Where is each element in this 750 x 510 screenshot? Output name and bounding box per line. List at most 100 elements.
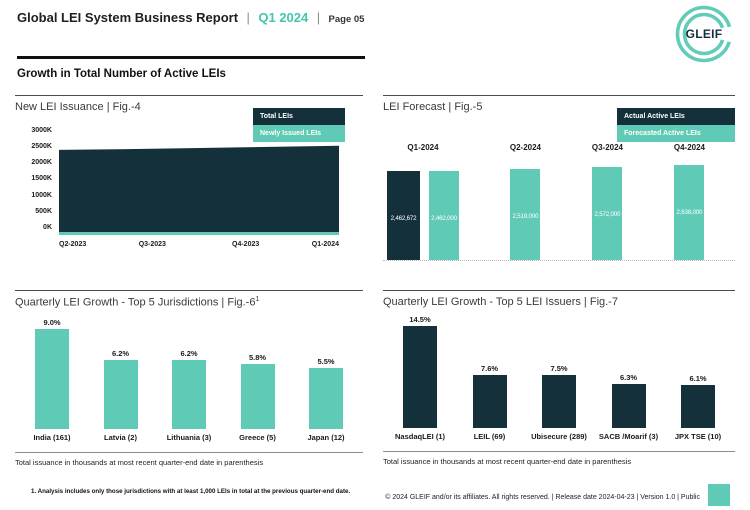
category-label: Latvia (2) xyxy=(104,432,137,442)
bar-column: 14.5% NasdaqLEI (1) xyxy=(387,312,453,442)
report-header: Global LEI System Business Report | Q1 2… xyxy=(17,9,364,27)
y-tick: 0K xyxy=(43,223,52,231)
area-total-leis xyxy=(59,145,339,232)
x-tick: Q2-2023 xyxy=(59,241,87,248)
fig4-plot-area xyxy=(59,131,339,236)
legend-forecasted-active-leis: Forecasted Active LEIs xyxy=(617,125,735,142)
quarter-label: Q2-2024 xyxy=(509,143,541,152)
fig7-title: Quarterly LEI Growth - Top 5 LEI Issuers… xyxy=(383,296,618,308)
bar-value-label: 5.8% xyxy=(248,353,267,363)
teal-corner-square xyxy=(708,484,730,506)
footnote: 1. Analysis includes only those jurisdic… xyxy=(31,488,351,495)
bar-value-label: 9.0% xyxy=(43,317,61,327)
fig4-chart: 3000K 2500K 2000K 1500K 1000K 500K 0K xyxy=(15,127,363,236)
header-divider xyxy=(17,56,365,59)
area-chart-svg xyxy=(59,145,339,235)
bar-forecast-q3: 2,572,000 xyxy=(592,167,623,260)
bar-column: 6.2% Latvia (2) xyxy=(88,313,154,443)
bar-value-label: 2,462,672 xyxy=(390,215,417,223)
fig5-chart: Q1-2024 2,462,672 2,462,000 Q2-2024 xyxy=(383,143,735,261)
area-newly-issued-leis xyxy=(59,232,339,235)
bar-sacb-moarif xyxy=(611,383,646,428)
page-number: Page 05 xyxy=(328,14,365,25)
y-tick: 1000K xyxy=(31,191,52,199)
quarter-label: Q1-2024 xyxy=(407,143,439,152)
panel-lei-forecast: LEI Forecast | Fig.-5 Actual Active LEIs… xyxy=(383,95,735,278)
y-tick: 3000K xyxy=(31,127,52,134)
bar-value-label: 6.2% xyxy=(180,348,198,358)
bar-value-label: 2,638,000 xyxy=(676,209,703,216)
bar-value-label: 6.2% xyxy=(111,348,130,358)
quarter-label: Q4-2024 xyxy=(673,143,705,152)
bar-column: 6.1% JPX TSE (10) xyxy=(665,312,731,442)
fig7-note: Total issuance in thousands at most rece… xyxy=(383,451,735,466)
bar-japan xyxy=(309,367,343,429)
y-tick: 2000K xyxy=(31,159,52,167)
bar-leil xyxy=(472,374,507,428)
y-tick: 500K xyxy=(35,207,52,215)
gleif-logo-icon: GLEIF xyxy=(675,5,733,63)
fig4-y-axis: 3000K 2500K 2000K 1500K 1000K 500K 0K xyxy=(15,127,59,231)
bar-value-label: 5.5% xyxy=(317,356,335,366)
y-tick: 1500K xyxy=(31,175,52,183)
fig4-x-axis: Q2-2023 Q3-2023 Q4-2023 Q1-2024 xyxy=(59,241,339,253)
forecast-group-q3: Q3-2024 2,572,000 xyxy=(592,143,623,260)
category-label: Ubisecure (289) xyxy=(531,432,587,441)
bar-value-label: 7.6% xyxy=(480,363,499,373)
fig6-note: Total issuance in thousands at most rece… xyxy=(15,451,363,467)
x-tick: Q3-2023 xyxy=(138,241,166,248)
quarter-label: Q3-2024 xyxy=(591,143,623,152)
category-label: NasdaqLEI (1) xyxy=(394,432,445,441)
bar-value-label: 6.1% xyxy=(689,374,707,384)
bar-latvia xyxy=(103,359,138,429)
bar-value-label: 14.5% xyxy=(409,315,431,324)
footer-right: © 2024 GLEIF and/or its affiliates. All … xyxy=(385,484,730,506)
pipe-separator: | xyxy=(316,10,321,25)
panel-top5-lei-issuers: Quarterly LEI Growth - Top 5 LEI Issuers… xyxy=(383,290,735,467)
bar-value-label: 2,462,000 xyxy=(431,215,457,223)
x-tick: Q1-2024 xyxy=(311,241,339,248)
pipe-separator: | xyxy=(246,10,250,25)
bar-lithuania xyxy=(172,359,206,429)
bar-column: 5.5% Japan (12) xyxy=(293,313,359,443)
category-label: LEIL (69) xyxy=(473,432,506,441)
category-label: JPX TSE (10) xyxy=(674,432,722,441)
bar-forecast-q1: 2,462,000 xyxy=(429,171,459,260)
bar-column: 5.8% Greece (5) xyxy=(225,313,291,443)
forecast-group-q4: Q4-2024 2,638,000 xyxy=(674,143,705,260)
gleif-logo: GLEIF xyxy=(674,4,734,64)
bar-ubisecure xyxy=(542,375,576,428)
bar-forecast-q4: 2,638,000 xyxy=(674,165,705,260)
bar-india xyxy=(35,328,69,429)
category-label: Greece (5) xyxy=(239,432,276,442)
y-tick: 2500K xyxy=(31,143,52,151)
bar-column: 7.5% Ubisecure (289) xyxy=(526,312,592,442)
report-title: Global LEI System Business Report xyxy=(17,10,239,25)
bar-value-label: 7.5% xyxy=(550,364,568,374)
fig7-chart: 14.5% NasdaqLEI (1) 7.6% LEIL (69) 7.5% … xyxy=(383,312,735,442)
bar-column: 7.6% LEIL (69) xyxy=(457,312,523,442)
bar-nasdaqlei xyxy=(403,326,437,428)
forecast-group-q1: Q1-2024 2,462,672 2,462,000 xyxy=(387,143,459,260)
bar-value-label: 6.3% xyxy=(619,372,638,382)
charts-grid: New LEI Issuance | Fig.-4 Total LEIs New… xyxy=(15,95,735,467)
bar-forecast-q2: 2,519,000 xyxy=(510,169,541,260)
bar-column: 9.0% India (161) xyxy=(19,313,85,443)
bar-value-label: 2,572,000 xyxy=(594,211,621,219)
copyright-text: © 2024 GLEIF and/or its affiliates. All … xyxy=(385,494,700,501)
panel-top5-jurisdictions: Quarterly LEI Growth - Top 5 Jurisdictio… xyxy=(15,290,363,467)
category-label: Lithuania (3) xyxy=(166,432,212,442)
bar-value-label: 2,519,000 xyxy=(512,213,539,221)
legend-total-leis: Total LEIs xyxy=(253,108,345,125)
report-period: Q1 2024 xyxy=(258,10,309,25)
bar-actual-q1: 2,462,672 xyxy=(387,171,420,260)
category-label: Japan (12) xyxy=(307,432,345,442)
panel-new-lei-issuance: New LEI Issuance | Fig.-4 Total LEIs New… xyxy=(15,95,363,278)
section-title: Growth in Total Number of Active LEIs xyxy=(17,68,226,80)
fig6-footnote-marker: 1 xyxy=(255,296,260,303)
category-label: India (161) xyxy=(33,432,71,442)
bar-greece xyxy=(240,364,275,429)
fig5-title: LEI Forecast | Fig.-5 xyxy=(383,101,483,113)
bar-column: 6.3% SACB /Moarif (3) xyxy=(596,312,662,442)
